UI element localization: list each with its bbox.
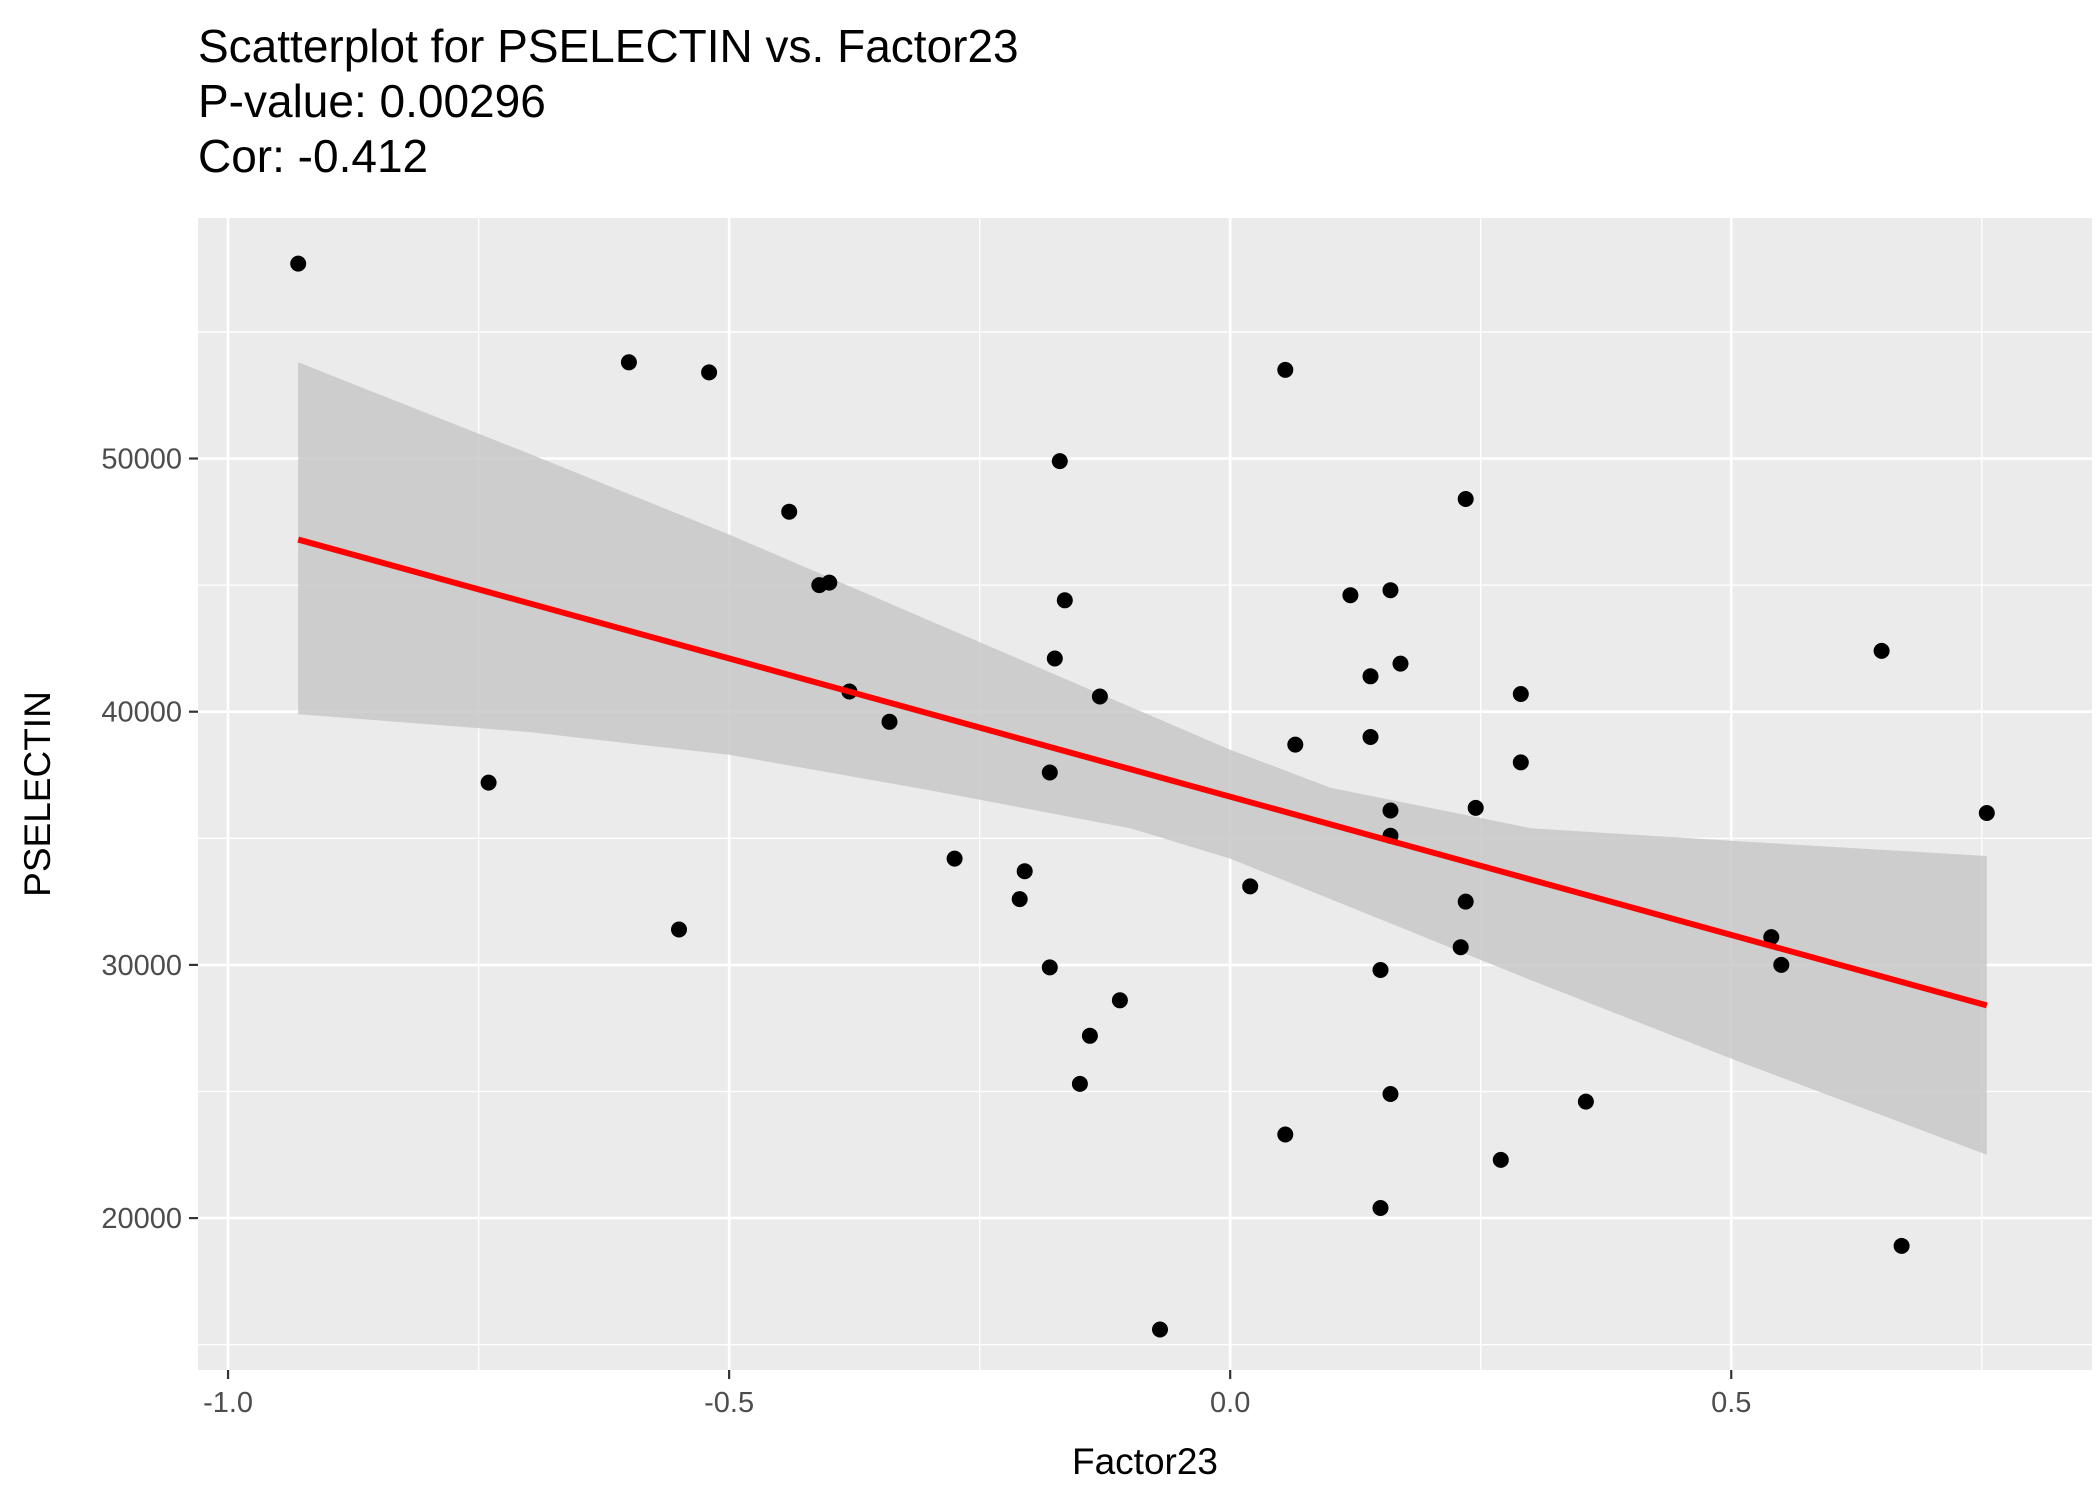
confidence-band [298,362,1987,1155]
data-point [620,354,637,371]
data-point [1046,650,1063,667]
data-point [1287,736,1304,753]
x-tick-label: -1.0 [203,1387,253,1419]
data-point [480,774,497,791]
data-point [701,364,718,381]
data-point [1392,655,1409,672]
title-line-3: Cor: -0.412 [198,130,428,182]
data-point [1242,878,1259,895]
chart-title: Scatterplot for PSELECTIN vs. Factor23 P… [198,20,1019,182]
data-point [1152,1321,1168,1338]
x-tick-label: 0.5 [1711,1387,1751,1419]
data-point [1763,929,1780,946]
data-point [1277,1126,1294,1143]
title-line-1: Scatterplot for PSELECTIN vs. Factor23 [198,20,1019,72]
data-point [1773,956,1790,973]
data-point [1372,1200,1389,1216]
data-point [1091,688,1108,705]
data-point [1893,1237,1910,1254]
data-point [781,503,798,520]
y-axis: 20000 30000 40000 50000 [101,444,198,1235]
data-point [1056,592,1073,609]
data-point [290,255,307,272]
data-point [1081,1027,1098,1044]
data-point [821,574,838,591]
x-tick-label: -0.5 [704,1387,754,1419]
data-point [1577,1093,1594,1110]
data-point [881,713,898,730]
regression-line [297,536,1988,1009]
data-point [1457,491,1474,507]
data-point [1382,582,1399,599]
data-point [1051,453,1068,470]
data-point [1978,805,1995,821]
data-point [1041,764,1058,781]
data-point [1362,668,1379,685]
data-point [946,850,963,867]
data-point [1071,1075,1088,1092]
y-tick-label: 20000 [101,1203,182,1235]
y-tick-label: 40000 [101,697,182,729]
data-point [1382,1086,1399,1102]
data-point [1467,799,1484,816]
data-point [1016,863,1033,880]
data-point [1372,962,1389,978]
data-point [1492,1151,1509,1168]
data-point [671,921,687,938]
data-point [1342,587,1359,604]
x-axis: -1.0 -0.5 0.0 0.5 [203,1370,1751,1419]
data-point [1111,992,1128,1009]
x-axis-title: Factor23 [1072,1441,1218,1482]
data-point [1512,754,1529,771]
data-point [1382,802,1399,819]
data-point [1873,642,1890,659]
data-points [290,255,1995,1338]
data-point [1277,361,1294,378]
data-point [1452,939,1469,956]
y-tick-label: 30000 [101,950,182,982]
y-tick-label: 50000 [101,444,182,476]
data-point [1512,686,1529,702]
y-axis-title: PSELECTIN [17,691,58,897]
data-point [1362,729,1379,745]
data-point [1011,891,1028,908]
data-point [1457,893,1474,910]
x-tick-label: 0.0 [1210,1387,1250,1419]
title-line-2: P-value: 0.00296 [198,75,546,127]
data-point [1041,959,1058,976]
